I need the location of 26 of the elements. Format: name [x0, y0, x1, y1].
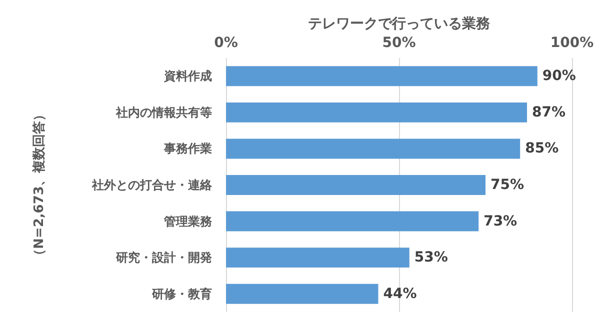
- data-label: 73%: [484, 213, 518, 230]
- x-tick-label: 0%: [214, 35, 238, 51]
- data-label: 85%: [525, 140, 559, 157]
- bar: [226, 284, 378, 304]
- data-label: 87%: [532, 104, 566, 120]
- bar: [226, 175, 486, 195]
- bar: [226, 102, 528, 122]
- x-tick-label: 50%: [382, 35, 416, 51]
- y-axis-title: （N=2,673、複数回答）: [31, 108, 47, 262]
- data-label: 44%: [383, 286, 417, 302]
- x-axis-title: テレワークで行っている業務: [308, 16, 491, 32]
- y-tick-label: 社内の情報共有等: [115, 105, 212, 120]
- y-tick-label: 研究・設計・開発: [115, 250, 212, 265]
- bar: [226, 211, 479, 232]
- data-label: 75%: [490, 177, 524, 193]
- data-label: 53%: [414, 250, 448, 266]
- data-label: 90%: [542, 68, 576, 84]
- y-tick-label: 事務作業: [163, 142, 212, 156]
- y-tick-label: 社外との打合せ・連絡: [91, 178, 213, 192]
- bar: [226, 138, 520, 159]
- bar: [226, 248, 410, 268]
- y-tick-label: 資料作成: [163, 69, 212, 84]
- y-tick-label: 管理業務: [163, 214, 213, 228]
- bar: [226, 66, 538, 86]
- x-tick-label: 100%: [550, 35, 594, 51]
- y-tick-label: 研修・教育: [151, 286, 212, 301]
